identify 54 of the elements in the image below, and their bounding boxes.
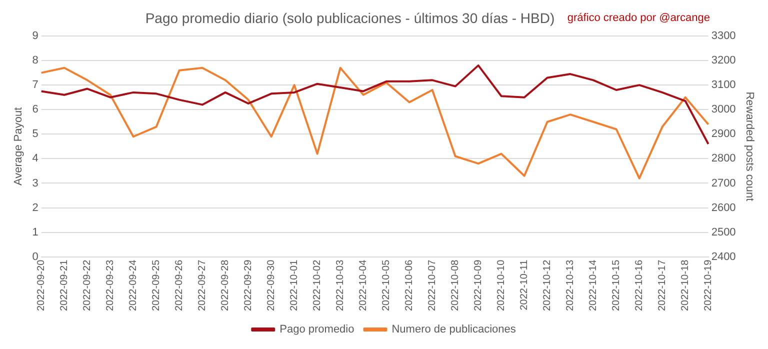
x-tick-label: 2022-10-18: [680, 259, 692, 312]
x-tick-label: 2022-09-22: [82, 259, 94, 312]
x-tick-label: 2022-10-08: [450, 259, 462, 312]
x-tick-label: 2022-09-23: [105, 259, 116, 312]
y2-tick-label: 2600: [711, 202, 736, 214]
y-tick-label: 9: [32, 30, 38, 42]
x-tick-label: 2022-10-09: [473, 259, 484, 312]
y-tick-label: 8: [32, 54, 38, 67]
x-tick-label: 2022-10-11: [519, 259, 530, 310]
x-tick-label: 2022-10-17: [657, 259, 668, 312]
y-axis-title: Average Payout: [12, 107, 25, 186]
y-tick-label: 4: [32, 152, 38, 165]
x-tick-label: 2022-10-16: [634, 259, 646, 312]
x-tick-label: 2022-09-25: [151, 259, 162, 312]
y-tick-label: 0: [32, 250, 38, 263]
text: gráfico creado por @arcange: [567, 12, 710, 24]
y-tick-label: 7: [32, 79, 38, 92]
x-tick-label: 2022-10-15: [611, 259, 622, 312]
x-tick-label: 2022-10-13: [565, 259, 576, 312]
y-tick-label: 2: [32, 202, 38, 214]
y-tick-label: 3: [32, 177, 38, 190]
x-tick-label: 2022-10-10: [496, 259, 508, 312]
y2-axis-title: Rewarded posts count: [743, 92, 756, 202]
y2-tick-label: 2700: [711, 177, 736, 190]
y2-tick-label: 3000: [711, 104, 736, 116]
y2-tick-label: 2900: [711, 128, 736, 140]
y2-tick-label: 2500: [711, 226, 736, 238]
x-tick-label: 2022-09-30: [266, 259, 278, 312]
x-tick-label: 2022-09-27: [197, 259, 208, 312]
legend-label: Numero de publicaciones: [392, 324, 516, 336]
x-tick-label: 2022-09-26: [174, 259, 186, 312]
x-tick-label: 2022-09-21: [59, 259, 70, 312]
x-tick-label: 2022-10-06: [404, 259, 416, 312]
y2-tick-label: 3200: [711, 54, 736, 67]
x-tick-label: 2022-10-14: [588, 259, 600, 312]
x-tick-label: 2022-09-29: [243, 259, 254, 312]
x-tick-label: 2022-10-03: [335, 259, 346, 312]
y2-tick-label: 2800: [711, 152, 736, 165]
y2-tick-label: 3100: [711, 79, 736, 92]
legend-label: Pago promedio: [280, 324, 354, 336]
x-tick-label: 2022-10-02: [312, 259, 324, 312]
y-tick-label: 6: [32, 104, 38, 116]
x-tick-label: 2022-09-28: [220, 259, 232, 312]
x-tick-label: 2022-10-04: [358, 259, 370, 312]
x-tick-label: 2022-10-05: [381, 259, 392, 312]
chart-title: Pago promedio diario (solo publicaciones - últimos 30 días - HBD): [145, 10, 555, 26]
y-tick-label: 5: [32, 128, 38, 140]
y2-tick-label: 3300: [711, 30, 736, 42]
x-tick-label: 2022-10-12: [542, 259, 554, 312]
x-tick-label: 2022-10-07: [427, 259, 438, 312]
x-tick-label: 2022-09-24: [128, 259, 140, 312]
x-tick-label: 2022-10-01: [289, 259, 300, 312]
x-tick-label: 2022-09-20: [36, 259, 48, 312]
y-tick-label: 1: [32, 226, 38, 238]
